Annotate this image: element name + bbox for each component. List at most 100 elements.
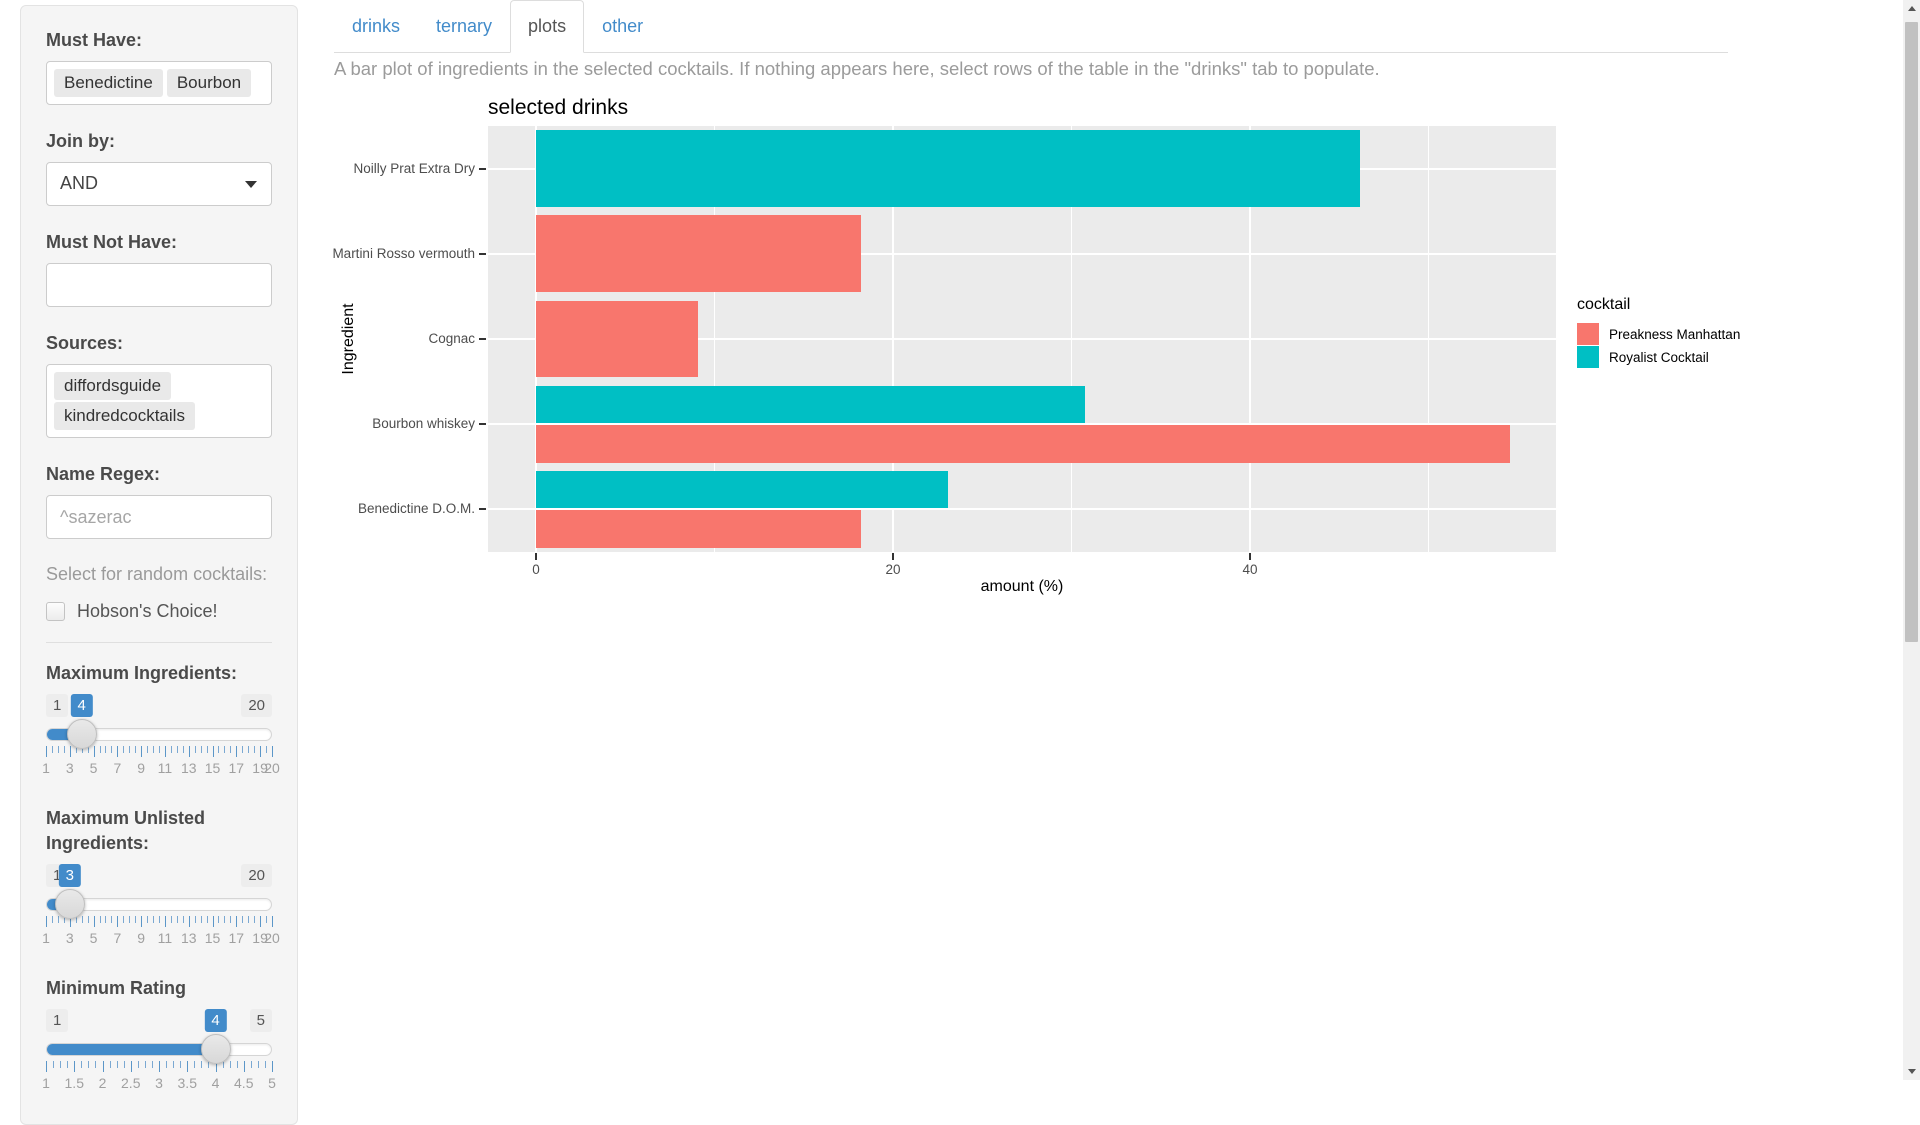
plot-title: selected drinks (488, 96, 629, 119)
gridline-horizontal (488, 508, 1556, 511)
sources-label: Sources: (46, 333, 124, 353)
slider-tick (194, 916, 196, 923)
checkbox-icon[interactable] (46, 602, 65, 621)
slider-track[interactable] (46, 1043, 272, 1056)
must-have-tag[interactable]: Bourbon (166, 69, 252, 97)
slider-tick (63, 746, 65, 753)
slider-tick-label: 7 (113, 760, 122, 776)
must-not-have-input[interactable] (46, 263, 272, 307)
slider-value-badge: 4 (70, 694, 93, 717)
name-regex-input[interactable] (46, 495, 272, 539)
slider-tick-label: 13 (180, 760, 197, 776)
slider-tick-label: 5 (89, 760, 98, 776)
slider-tick-major (141, 746, 143, 757)
join-by-select[interactable]: AND (46, 162, 272, 206)
join-by-value: AND (60, 173, 99, 193)
bar-royalist-cocktail (536, 471, 948, 509)
tab-ternary[interactable]: ternary (436, 15, 493, 36)
slider-tick (129, 746, 131, 753)
y-category-label: Martini Rosso vermouth (332, 245, 475, 261)
slider-tick (53, 1061, 55, 1068)
slider-tick-label: 1 (42, 930, 50, 946)
slider-tick-label: 9 (137, 760, 146, 776)
slider-tick (99, 916, 101, 923)
scrollbar-up-button[interactable] (1903, 0, 1920, 17)
slider-tick-label: 17 (228, 930, 245, 946)
slider-tick-major (130, 1061, 132, 1072)
slider-value-badge: 4 (204, 1009, 227, 1032)
slider-tick-label: 3 (155, 1075, 163, 1091)
slider-tick-major (141, 916, 143, 927)
slider-tick (153, 746, 155, 753)
slider-tick (105, 746, 107, 753)
slider-tick (266, 746, 268, 753)
slider-tick-major (164, 916, 166, 927)
slider-max-label: 20 (241, 694, 272, 717)
slider-tick (200, 746, 202, 753)
hobsons-choice-checkbox[interactable]: Hobson's Choice! (46, 601, 272, 622)
y-tick-mark (479, 423, 486, 426)
bar-royalist-cocktail (536, 385, 1086, 424)
slider-tick (116, 1061, 118, 1068)
tab-drinks[interactable]: drinks (352, 15, 401, 36)
slider-tick-major (272, 916, 273, 927)
slider-handle[interactable] (54, 889, 85, 919)
slider-tick (137, 1061, 139, 1068)
range-slider[interactable]: 1 20 4 1 3 5 7 9 11 13 15 17 19 20 (42, 694, 280, 782)
scrollbar-thumb[interactable] (1905, 22, 1918, 642)
sources-input[interactable]: diffordsguide kindredcocktails (46, 364, 272, 438)
slider-tick (222, 1061, 224, 1068)
slider-tick (57, 916, 59, 923)
name-regex-label: Name Regex: (46, 464, 161, 484)
slider-tick (105, 916, 107, 923)
slider-min-label: 1 (46, 1009, 69, 1032)
slider-tick (264, 1061, 266, 1068)
slider-track[interactable] (46, 728, 272, 741)
x-tick-mark (892, 553, 894, 560)
bar-preakness-manhattan (536, 300, 699, 378)
slider-tick (173, 1061, 175, 1068)
scrollbar-down-button[interactable] (1903, 1063, 1920, 1080)
slider-tick (111, 746, 113, 753)
slider-handle[interactable] (66, 719, 97, 749)
y-tick-mark (479, 252, 486, 255)
slider-tick (230, 916, 232, 923)
slider-tick-label: 7 (113, 930, 122, 946)
slider-min-label: 1 (46, 694, 69, 717)
slider-label: Maximum Ingredients: (46, 663, 238, 683)
arrow-up-icon (1907, 6, 1916, 11)
sources-tag[interactable]: diffordsguide (54, 372, 172, 400)
slider-tick (166, 1061, 168, 1068)
x-tick-mark (535, 553, 537, 560)
must-have-tag[interactable]: Benedictine (54, 69, 163, 97)
range-slider[interactable]: 1 5 4 1 1.5 2 2.5 3 3.5 4 4.5 5 (42, 1009, 276, 1097)
chevron-down-icon (245, 181, 257, 188)
slider-tick-label: 19 (252, 760, 268, 776)
range-slider[interactable]: 1 20 3 1 3 5 7 9 11 13 15 17 19 20 (42, 864, 280, 952)
must-have-input[interactable]: Benedictine Bourbon (46, 61, 272, 105)
slider-tick (153, 916, 155, 923)
tab-other[interactable]: other (602, 15, 644, 36)
slider-value-badge: 3 (58, 864, 81, 887)
slider-tick-major (93, 746, 95, 757)
slider-tick-label: 20 (264, 930, 280, 946)
must-not-have-label: Must Not Have: (46, 232, 178, 252)
slider-tick (75, 746, 77, 753)
legend-title: cocktail (1577, 296, 1631, 313)
bar-preakness-manhattan (536, 510, 861, 548)
slider-tick (170, 746, 172, 753)
slider-tick-major (117, 916, 119, 927)
slider-tick-major (212, 916, 214, 927)
slider-tick-major (102, 1061, 104, 1072)
slider-handle[interactable] (200, 1034, 231, 1064)
sources-tag[interactable]: kindredcocktails (54, 402, 195, 430)
slider-tick-label: 3 (65, 760, 74, 776)
slider-tick (194, 746, 196, 753)
slider-tick (111, 916, 113, 923)
slider-tick-label: 19 (252, 930, 268, 946)
slider-tick (176, 916, 178, 923)
slider-tick (182, 746, 184, 753)
random-cocktails-hint: Select for random cocktails: (46, 564, 268, 584)
gridline-horizontal (488, 338, 1556, 340)
tab-plots[interactable]: plots (510, 0, 585, 53)
